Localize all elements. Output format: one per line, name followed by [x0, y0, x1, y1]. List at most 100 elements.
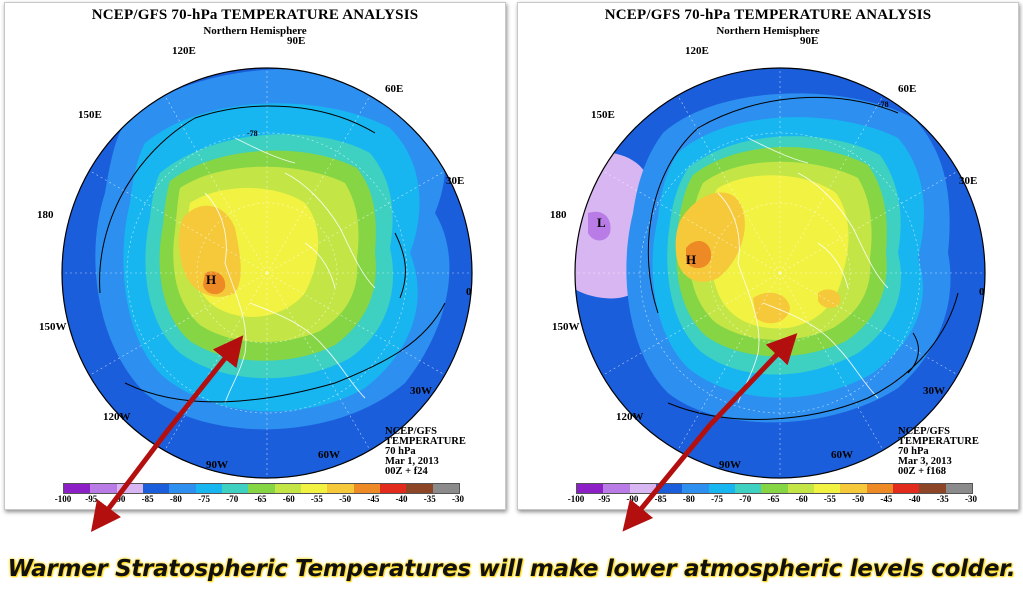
info-line: TEMPERATURE	[385, 436, 466, 447]
color-bar-swatch	[919, 484, 946, 493]
lon-label-60e: 60E	[898, 83, 917, 95]
map-title: NCEP/GFS 70-hPa TEMPERATURE ANALYSIS	[91, 7, 419, 23]
color-bar-swatch	[892, 484, 920, 493]
temperature-band-45	[686, 240, 712, 269]
color-bar-swatch	[734, 484, 762, 493]
lon-label-30w: 30W	[410, 385, 432, 397]
contour-line	[99, 105, 376, 294]
lon-label-150e: 150E	[78, 109, 102, 121]
lon-label-60w: 60W	[318, 449, 340, 461]
info-line: 00Z + f24	[385, 466, 428, 477]
info-line: Mar 1, 2013	[385, 456, 439, 467]
color-bar-tick-label: -40	[908, 494, 921, 504]
color-bar-swatch	[682, 484, 709, 493]
lon-label-30e: 30E	[959, 175, 978, 187]
color-bar-swatch	[813, 484, 841, 493]
lon-label-90e: 90E	[800, 35, 819, 47]
color-bar-swatch	[629, 484, 656, 493]
color-bar-tick-label: -90	[113, 494, 126, 504]
color-bar-tick-label: -75	[198, 494, 211, 504]
color-bar-swatch	[221, 484, 249, 493]
lon-label-90w: 90W	[206, 459, 228, 471]
color-bar-swatch	[116, 484, 143, 493]
lon-label-120e: 120E	[172, 45, 196, 57]
map-subtitle: Northern Hemisphere	[203, 25, 307, 37]
color-bar	[576, 483, 973, 494]
color-bar-swatch	[787, 484, 814, 493]
color-bar-tick-label: -65	[254, 494, 267, 504]
map-title: NCEP/GFS 70-hPa TEMPERATURE ANALYSIS	[604, 7, 932, 23]
color-bar-swatch	[327, 484, 354, 493]
caption: Warmer Stratospheric Temperatures will m…	[7, 556, 1016, 582]
color-bar-tick-label: -35	[936, 494, 949, 504]
map-boundary	[574, 67, 986, 479]
color-bar-tick-label: -75	[711, 494, 724, 504]
color-bar-swatch	[945, 484, 972, 493]
lon-label-150w: 150W	[552, 321, 580, 333]
color-bar-tick-label: -55	[310, 494, 323, 504]
temperature-band-95	[588, 211, 611, 241]
color-bar-swatch	[708, 484, 735, 493]
color-bar-swatch	[274, 484, 301, 493]
lon-label-0: 0	[979, 286, 985, 298]
map-boundary	[61, 67, 473, 479]
temperature-map-panel-mar1: NCEP/GFS 70-hPa TEMPERATURE ANALYSIS Nor…	[4, 2, 506, 510]
contour-label: -78	[878, 100, 889, 109]
lon-label-150e: 150E	[591, 109, 615, 121]
contour-line	[647, 96, 899, 314]
color-bar-ticks: -100 -95 -90 -85 -80 -75 -70 -65 -60 -55 -50 -45 -40…	[566, 494, 986, 506]
color-bar-swatch	[761, 484, 788, 493]
color-bar-tick-label: -70	[739, 494, 752, 504]
color-bar-swatch	[379, 484, 407, 493]
color-bar-tick-label: -80	[682, 494, 695, 504]
color-bar-tick-label: -55	[823, 494, 836, 504]
color-bar-tick-label: -70	[226, 494, 239, 504]
color-bar-ticks: -100 -95 -90 -85 -80 -75 -70 -65 -60 -55 -50 -45 -40…	[53, 494, 473, 506]
temperature-band-50	[178, 205, 241, 297]
color-bar-tick-label: -95	[598, 494, 611, 504]
color-bar-tick-label: -35	[423, 494, 436, 504]
lon-label-60w: 60W	[831, 449, 853, 461]
lon-label-120w: 120W	[616, 411, 644, 423]
color-bar-tick-label: -80	[169, 494, 182, 504]
info-line: TEMPERATURE	[898, 436, 979, 447]
color-bar-swatch	[406, 484, 433, 493]
temperature-band-50	[753, 292, 790, 324]
lon-label-0: 0	[466, 286, 472, 298]
info-line: 70 hPa	[898, 446, 929, 457]
color-bar-tick-label: -30	[965, 494, 977, 504]
color-bar-swatch	[840, 484, 867, 493]
map-info-block: NCEP/GFS TEMPERATURE 70 hPa Mar 1, 2013 …	[385, 426, 466, 477]
map-info-block: NCEP/GFS TEMPERATURE 70 hPa Mar 3, 2013 …	[898, 426, 979, 477]
color-bar-swatch	[432, 484, 459, 493]
color-bar-swatch	[169, 484, 196, 493]
color-bar-tick-label: -65	[767, 494, 780, 504]
color-bar-swatch	[603, 484, 630, 493]
color-bar-swatch	[300, 484, 328, 493]
lon-label-180: 180	[550, 209, 567, 221]
color-bar-tick-label: -85	[141, 494, 154, 504]
color-bar-swatch	[195, 484, 222, 493]
color-bar-swatch	[248, 484, 275, 493]
contour-line	[907, 332, 919, 374]
info-line: NCEP/GFS	[385, 426, 437, 437]
color-bar-tick-label: -50	[852, 494, 865, 504]
lon-label-30w: 30W	[923, 385, 945, 397]
color-bar-swatch	[142, 484, 170, 493]
lon-label-90w: 90W	[719, 459, 741, 471]
color-bar-tick-label: -40	[395, 494, 408, 504]
color-bar-tick-label: -30	[452, 494, 464, 504]
polar-temperature-map: -78 H L	[574, 67, 986, 479]
graticule	[575, 68, 985, 478]
color-bar-tick-label: -95	[85, 494, 98, 504]
color-bar-tick-label: -50	[339, 494, 352, 504]
color-bar-swatch	[866, 484, 893, 493]
temperature-band-50	[818, 289, 841, 309]
info-line: 00Z + f168	[898, 466, 946, 477]
color-bar-swatch	[655, 484, 683, 493]
color-bar-tick-label: -85	[654, 494, 667, 504]
lon-label-120w: 120W	[103, 411, 131, 423]
coastlines	[204, 137, 376, 404]
lon-label-90e: 90E	[287, 35, 306, 47]
polar-temperature-map: -78 H	[61, 67, 473, 479]
